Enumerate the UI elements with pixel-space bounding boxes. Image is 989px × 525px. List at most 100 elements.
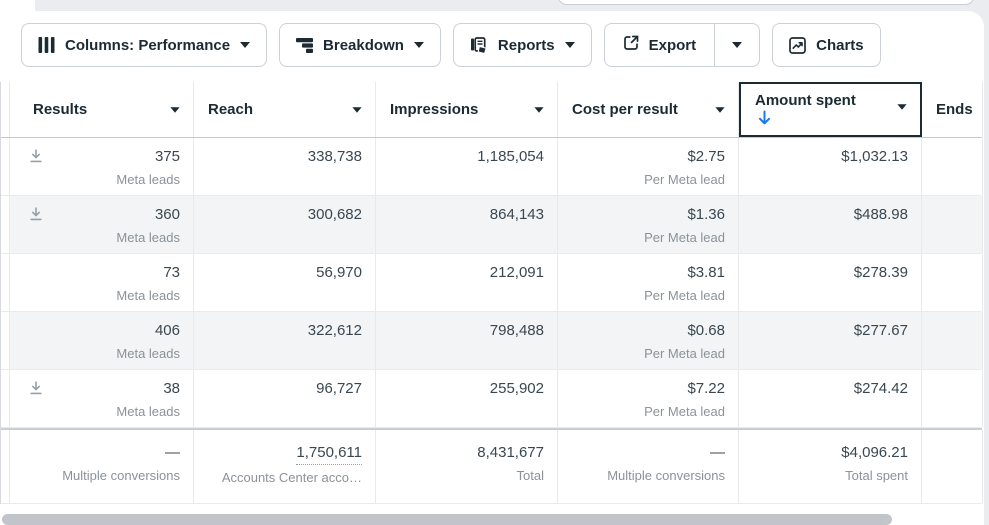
export-button[interactable]: Export — [605, 24, 715, 66]
column-header-cost-per-result[interactable]: Cost per result — [558, 82, 739, 137]
cost-per-result-cell: $2.75 Per Meta lead — [558, 138, 739, 195]
footer-amount-spent-label: Total spent — [845, 468, 908, 483]
column-header-label: Impressions — [390, 101, 479, 118]
reach-value: 300,682 — [307, 206, 362, 223]
column-header-ends[interactable]: Ends — [922, 82, 983, 137]
column-header-results[interactable]: Results — [10, 82, 194, 137]
reach-value: 56,970 — [316, 264, 362, 281]
footer-impressions-cell: 8,431,677 Total — [376, 430, 558, 503]
column-header-label: Cost per result — [572, 101, 678, 118]
footer-results-value: — — [165, 444, 180, 461]
columns-button[interactable]: Columns: Performance — [21, 23, 268, 67]
table-footer-row: — Multiple conversions 1,750,611 Account… — [1, 428, 983, 504]
impressions-value: 864,143 — [489, 206, 544, 223]
table-row[interactable]: 360 Meta leads 300,682 864,143 $1.36 Per… — [1, 196, 983, 254]
breakdown-button[interactable]: Breakdown — [279, 23, 441, 67]
amount-spent-cell: $1,032.13 — [739, 138, 922, 195]
export-options-button[interactable] — [715, 24, 759, 66]
footer-amount-spent-value: $4,096.21 — [841, 444, 908, 461]
amount-spent-value: $277.67 — [853, 322, 908, 339]
table-header-row: Results Reach Impressions Cost per resul… — [1, 82, 983, 138]
reach-cell: 96,727 — [194, 370, 376, 427]
campaigns-table: Results Reach Impressions Cost per resul… — [0, 82, 983, 504]
row-spacer — [1, 196, 10, 253]
reach-cell: 300,682 — [194, 196, 376, 253]
results-cell: 406 Meta leads — [10, 312, 194, 369]
ends-cell — [922, 138, 983, 195]
results-sublabel: Meta leads — [116, 404, 180, 419]
column-header-impressions[interactable]: Impressions — [376, 82, 558, 137]
download-icon[interactable] — [29, 381, 43, 400]
reports-button[interactable]: Reports — [452, 23, 592, 67]
reach-value: 96,727 — [316, 380, 362, 397]
ends-cell — [922, 312, 983, 369]
amount-spent-value: $488.98 — [853, 206, 908, 223]
footer-cost-value: — — [710, 444, 725, 461]
results-sublabel: Meta leads — [116, 172, 180, 187]
footer-cost-label: Multiple conversions — [607, 468, 725, 483]
impressions-cell: 798,488 — [376, 312, 558, 369]
toolbar: Columns: Performance Breakdown — [21, 23, 881, 67]
row-spacer — [1, 138, 10, 195]
amount-spent-cell: $274.42 — [739, 370, 922, 427]
reach-value: 322,612 — [307, 322, 362, 339]
reach-value: 338,738 — [307, 148, 362, 165]
results-value: 38 — [163, 380, 180, 397]
chevron-down-icon — [732, 42, 743, 48]
table-row[interactable]: 375 Meta leads 338,738 1,185,054 $2.75 P… — [1, 138, 983, 196]
footer-cost-cell: — Multiple conversions — [558, 430, 739, 503]
reach-cell: 338,738 — [194, 138, 376, 195]
chevron-down-icon[interactable] — [170, 106, 180, 113]
chevron-down-icon[interactable] — [352, 106, 362, 113]
amount-spent-cell: $277.67 — [739, 312, 922, 369]
reach-cell: 322,612 — [194, 312, 376, 369]
results-sublabel: Meta leads — [116, 288, 180, 303]
cost-sublabel: Per Meta lead — [644, 172, 725, 187]
table-body: 375 Meta leads 338,738 1,185,054 $2.75 P… — [1, 138, 983, 428]
cost-value: $3.81 — [687, 264, 725, 281]
ends-cell — [922, 196, 983, 253]
export-icon — [623, 35, 639, 55]
cost-sublabel: Per Meta lead — [644, 230, 725, 245]
impressions-cell: 864,143 — [376, 196, 558, 253]
chevron-down-icon[interactable] — [534, 106, 544, 113]
footer-spacer — [1, 430, 10, 503]
column-header-reach[interactable]: Reach — [194, 82, 376, 137]
horizontal-scrollbar-track[interactable] — [0, 514, 984, 525]
impressions-value: 798,488 — [489, 322, 544, 339]
horizontal-scrollbar-thumb[interactable] — [2, 514, 892, 525]
impressions-cell: 1,185,054 — [376, 138, 558, 195]
results-cell: 375 Meta leads — [10, 138, 194, 195]
chevron-down-icon[interactable] — [897, 104, 907, 110]
amount-spent-cell: $488.98 — [739, 196, 922, 253]
charts-button[interactable]: Charts — [772, 23, 881, 67]
reports-button-label: Reports — [497, 36, 555, 54]
table-row[interactable]: 73 Meta leads 56,970 212,091 $3.81 Per M… — [1, 254, 983, 312]
chevron-down-icon — [413, 42, 424, 48]
breakdown-icon — [296, 37, 314, 53]
top-left-gutter — [0, 0, 35, 11]
results-cell: 360 Meta leads — [10, 196, 194, 253]
table-row[interactable]: 406 Meta leads 322,612 798,488 $0.68 Per… — [1, 312, 983, 370]
impressions-cell: 255,902 — [376, 370, 558, 427]
columns-button-label: Columns: Performance — [65, 36, 231, 54]
download-icon[interactable] — [29, 207, 43, 226]
column-header-amount-spent[interactable]: Amount spent — [739, 82, 922, 137]
cost-sublabel: Per Meta lead — [644, 288, 725, 303]
results-cell: 73 Meta leads — [10, 254, 194, 311]
charts-button-label: Charts — [816, 36, 864, 54]
search-bar[interactable] — [557, 0, 975, 5]
download-icon[interactable] — [29, 149, 43, 168]
footer-reach-label: Accounts Center acco… — [221, 470, 362, 485]
results-cell: 38 Meta leads — [10, 370, 194, 427]
cost-per-result-cell: $0.68 Per Meta lead — [558, 312, 739, 369]
results-value: 360 — [154, 206, 180, 223]
results-value: 375 — [154, 148, 180, 165]
footer-reach-value[interactable]: 1,750,611 — [296, 443, 362, 465]
table-row[interactable]: 38 Meta leads 96,727 255,902 $7.22 Per M… — [1, 370, 983, 428]
impressions-value: 255,902 — [489, 380, 544, 397]
chevron-down-icon[interactable] — [715, 106, 725, 113]
amount-spent-value: $278.39 — [853, 264, 908, 281]
column-header-label: Ends — [936, 101, 973, 118]
